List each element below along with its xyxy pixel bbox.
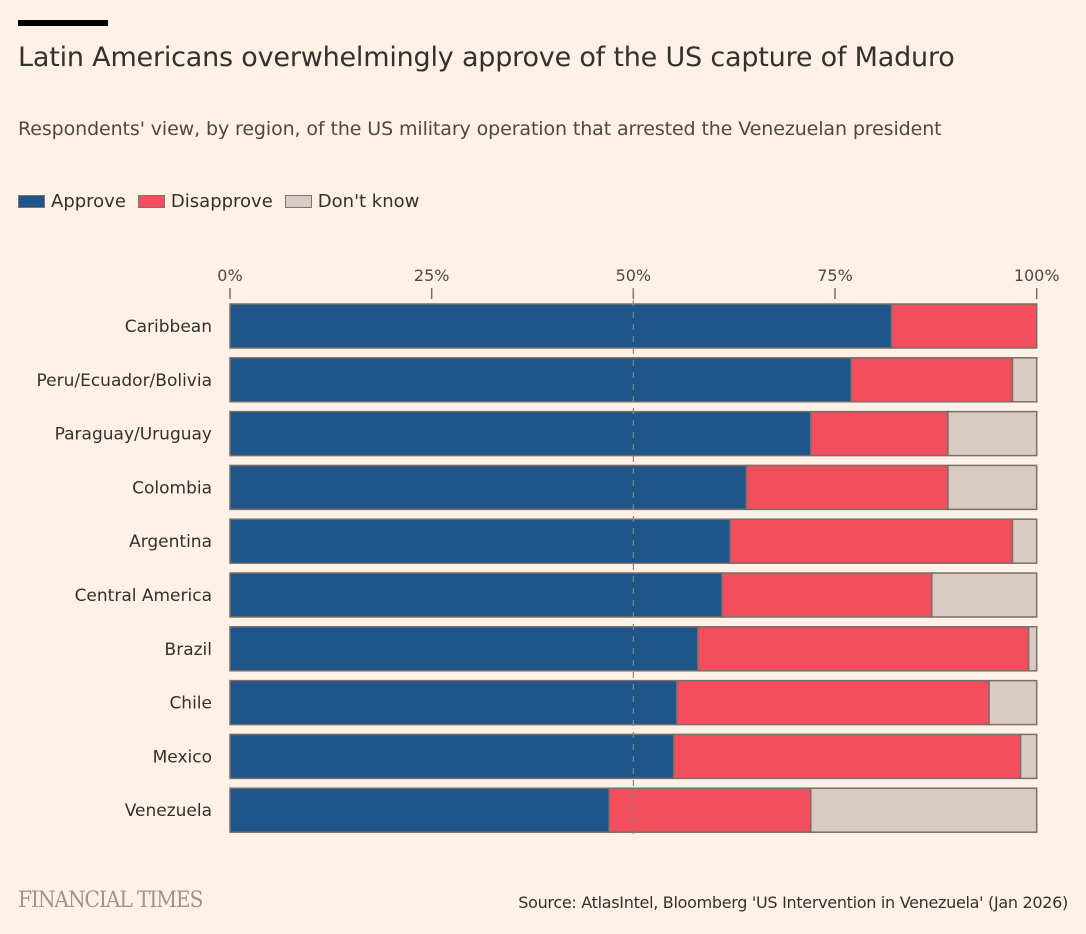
bar-row (229, 357, 1038, 403)
bar-segment-disapprove (697, 626, 1030, 672)
header-accent-bar (18, 20, 108, 26)
x-tick-label: 0% (217, 266, 242, 285)
bar-segment-don-t-know (931, 572, 1038, 618)
bar-row (229, 787, 1038, 833)
bar-segment-don-t-know (947, 464, 1038, 511)
bar-segment-approve (229, 464, 748, 511)
legend: Approve Disapprove Don't know (18, 191, 431, 212)
category-label: Brazil (165, 640, 212, 660)
bar-segment-disapprove (850, 357, 1014, 403)
legend-swatch-dont-know (284, 195, 312, 208)
bar-row (229, 679, 1038, 726)
bar-row (229, 464, 1038, 511)
bar-segment-approve (229, 572, 723, 618)
source-note: Source: AtlasIntel, Bloomberg 'US Interv… (518, 893, 1068, 912)
bar-row (229, 303, 1038, 349)
chart-title: Latin Americans overwhelmingly approve o… (18, 42, 955, 73)
bar-segment-don-t-know (810, 787, 1038, 833)
legend-swatch-disapprove (137, 195, 165, 208)
category-label: Chile (169, 694, 212, 714)
legend-label-disapprove: Disapprove (170, 191, 273, 212)
bar-segment-disapprove (721, 572, 933, 618)
bar-segment-don-t-know (1027, 626, 1038, 672)
bar-segment-disapprove (676, 679, 990, 726)
bar-segment-don-t-know (1019, 733, 1038, 780)
category-label: Central America (75, 586, 212, 606)
legend-item-dont-know: Don't know (284, 191, 420, 212)
category-label: Paraguay/Uruguay (55, 425, 212, 445)
legend-label-approve: Approve (51, 191, 126, 212)
x-tick-label: 75% (817, 266, 853, 285)
bar-segment-approve (229, 733, 675, 780)
chart-subtitle: Respondents' view, by region, of the US … (18, 118, 942, 140)
bar-segment-approve (229, 679, 678, 726)
category-label: Mexico (153, 747, 212, 767)
bar-segment-don-t-know (1011, 518, 1038, 564)
bar-segment-don-t-know (1011, 357, 1038, 403)
category-label: Peru/Ecuador/Bolivia (37, 371, 213, 391)
ft-logo: FINANCIAL TIMES (18, 888, 203, 913)
bar-segment-disapprove (729, 518, 1014, 564)
bar-segment-disapprove (810, 410, 949, 457)
x-tick-label: 25% (414, 266, 450, 285)
bar-segment-disapprove (890, 303, 1038, 349)
legend-swatch-approve (18, 195, 45, 208)
category-labels: Caribbean Peru/Ecuador/Bolivia Paraguay/Ur… (37, 317, 213, 821)
bar-segment-disapprove (672, 733, 1022, 780)
legend-item-approve: Approve (18, 191, 126, 212)
bar-row (229, 518, 1038, 564)
bars (229, 303, 1038, 833)
category-label: Argentina (129, 532, 212, 552)
bar-row (229, 410, 1038, 457)
bar-row (229, 572, 1038, 618)
bar-segment-approve (229, 410, 812, 457)
x-tick-label: 100% (1014, 266, 1060, 285)
bar-segment-approve (229, 518, 731, 564)
x-tick-label: 50% (616, 266, 652, 285)
bar-segment-approve (229, 787, 610, 833)
bar-segment-disapprove (745, 464, 949, 511)
legend-label-dont-know: Don't know (317, 191, 420, 212)
category-label: Colombia (132, 478, 212, 498)
legend-item-disapprove: Disapprove (137, 191, 273, 212)
bar-row (229, 733, 1038, 780)
bar-row (229, 626, 1038, 672)
x-axis: 0% 25% 50% 75% 100% (217, 266, 1060, 299)
bar-segment-approve (229, 626, 699, 672)
bar-segment-don-t-know (988, 679, 1038, 726)
bar-segment-disapprove (608, 787, 812, 833)
bar-segment-don-t-know (947, 410, 1038, 457)
bar-segment-approve (229, 303, 893, 349)
category-label: Venezuela (125, 801, 212, 821)
category-label: Caribbean (125, 317, 212, 337)
bar-segment-approve (229, 357, 852, 403)
